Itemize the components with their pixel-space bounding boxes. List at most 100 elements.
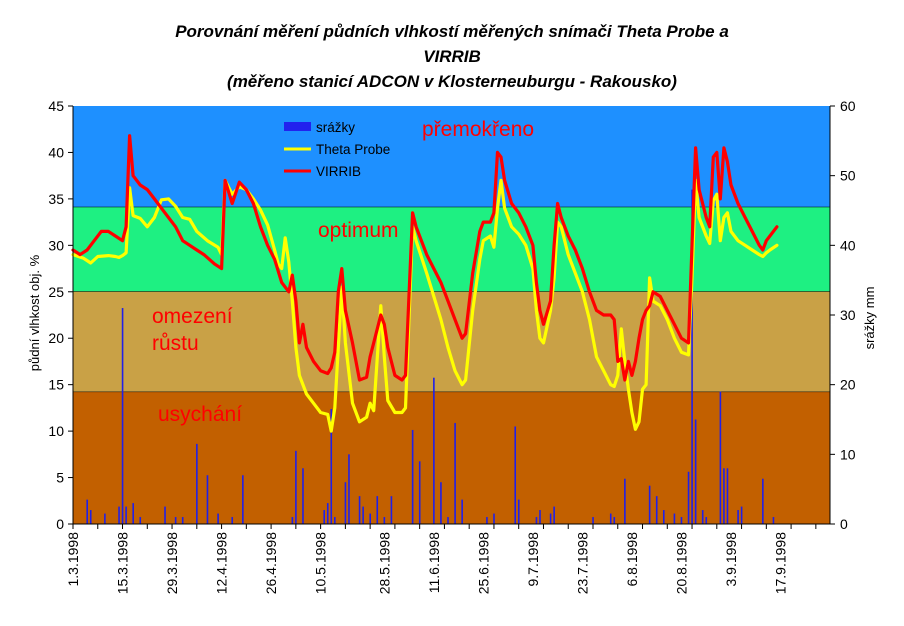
zone-labels: přemokřeno optimum omezení růstu usychání	[152, 118, 534, 426]
legend-swatch-precip	[284, 122, 311, 131]
x-tick-label: 20.8.1998	[673, 532, 689, 594]
precip-bar	[461, 499, 463, 524]
legend-label: Theta Probe	[316, 142, 390, 157]
zone-label-1: optimum	[318, 219, 399, 242]
moisture-lines	[71, 134, 779, 433]
precip-bar	[772, 517, 775, 524]
y-axis-left-label: půdní vlhkost obj. %	[27, 254, 42, 372]
precip-bar	[539, 510, 541, 524]
precip-bar	[648, 485, 651, 524]
precip-bar	[694, 419, 697, 524]
x-tick-label: 11.6.1998	[426, 532, 442, 593]
chart-title-line-3: (měřeno stanicí ADCON v Klosterneuburgu …	[227, 72, 677, 91]
x-tick-label: 15.3.1998	[115, 532, 131, 594]
x-tick-label: 29.3.1998	[164, 532, 180, 594]
precip-bar	[740, 506, 743, 524]
precip-bar	[139, 517, 142, 524]
precip-bar	[535, 517, 538, 524]
precip-bar	[662, 510, 665, 524]
precip-bar	[362, 506, 364, 524]
y-tick-label-left: 40	[48, 144, 64, 160]
precip-bar	[118, 506, 120, 524]
precip-bar	[486, 517, 488, 524]
y-tick-label-left: 30	[48, 237, 64, 253]
x-tick-label: 23.7.1998	[574, 532, 590, 594]
precip-bar	[376, 496, 379, 524]
precip-bar	[691, 189, 693, 524]
precip-bar	[196, 443, 198, 524]
y-tick-label-right: 10	[840, 446, 856, 462]
precipitation-bars	[86, 189, 775, 524]
zone-0	[73, 106, 830, 208]
precip-bar	[164, 506, 166, 524]
x-tick-label: 26.4.1998	[263, 532, 279, 594]
y-tick-label-right: 50	[840, 168, 856, 184]
series-line-theta-probe	[71, 178, 779, 433]
y-tick-label-left: 25	[48, 284, 64, 300]
precip-bar	[125, 506, 127, 524]
precip-bar	[680, 517, 683, 524]
y-tick-label-left: 10	[48, 423, 64, 439]
precip-bar	[104, 513, 106, 524]
x-tick-label: 6.8.1998	[624, 532, 640, 587]
precip-bar	[493, 513, 495, 524]
precip-bar	[687, 471, 690, 524]
y-tick-label-right: 60	[840, 98, 856, 114]
legend: srážky Theta Probe VIRRIB	[284, 120, 390, 179]
series-line-virrib	[71, 134, 779, 382]
x-tick-label: 9.7.1998	[525, 532, 541, 587]
precip-bar	[517, 499, 520, 524]
x-tick-label: 25.6.1998	[475, 532, 491, 594]
x-tick-label: 10.5.1998	[313, 532, 329, 594]
precip-bar	[132, 503, 134, 524]
axes: 0 5 10 15 20 25 30 35 40 45 0 10 20 30 40 50 60 1.3.1998 1…	[48, 98, 855, 594]
precip-bar	[206, 475, 209, 524]
precip-bar	[295, 450, 297, 524]
precip-bar	[553, 506, 555, 524]
precip-bar	[433, 377, 435, 524]
legend-label: VIRRIB	[316, 164, 361, 179]
precip-bar	[86, 499, 88, 524]
precip-bar	[330, 409, 333, 524]
y-tick-label-left: 20	[48, 330, 64, 346]
y-tick-label-right: 40	[840, 237, 856, 253]
precip-bar	[358, 496, 361, 524]
precip-bar	[323, 510, 326, 524]
x-tick-label: 3.9.1998	[723, 532, 739, 587]
zone-1	[73, 207, 830, 292]
precip-bar	[549, 513, 552, 524]
x-tick-label: 28.5.1998	[376, 532, 392, 594]
x-tick-label: 17.9.1998	[773, 532, 789, 594]
precip-bar	[673, 513, 676, 524]
x-tick-label: 1.3.1998	[65, 532, 81, 587]
precip-bar	[719, 391, 722, 524]
precip-bar	[217, 513, 219, 524]
y-tick-label-left: 15	[48, 377, 64, 393]
precip-bar	[762, 478, 764, 524]
precip-bar	[705, 517, 708, 524]
precip-bar	[383, 517, 386, 524]
zone-label-0: přemokřeno	[422, 118, 534, 141]
precip-bar	[291, 517, 294, 524]
moisture-zones	[73, 106, 830, 524]
precip-bar	[726, 468, 729, 524]
precip-bar	[348, 454, 350, 524]
y-tick-label-left: 35	[48, 191, 64, 207]
zone-3	[73, 392, 830, 524]
precip-bar	[242, 475, 244, 524]
y-tick-label-left: 45	[48, 98, 64, 114]
precip-bar	[231, 517, 234, 524]
precip-bar	[390, 496, 393, 524]
precip-bar	[344, 482, 347, 524]
zone-label-3: usychání	[158, 403, 242, 426]
precip-bar	[418, 461, 421, 524]
precip-bar	[737, 510, 739, 524]
precip-bar	[613, 517, 616, 524]
precip-bar	[440, 482, 442, 524]
legend-label: srážky	[316, 120, 355, 135]
zone-label-2-0: omezení	[152, 305, 233, 328]
precip-bar	[326, 503, 329, 524]
precip-bar	[89, 510, 92, 524]
precip-bar	[181, 517, 184, 524]
precip-bar	[369, 513, 371, 524]
